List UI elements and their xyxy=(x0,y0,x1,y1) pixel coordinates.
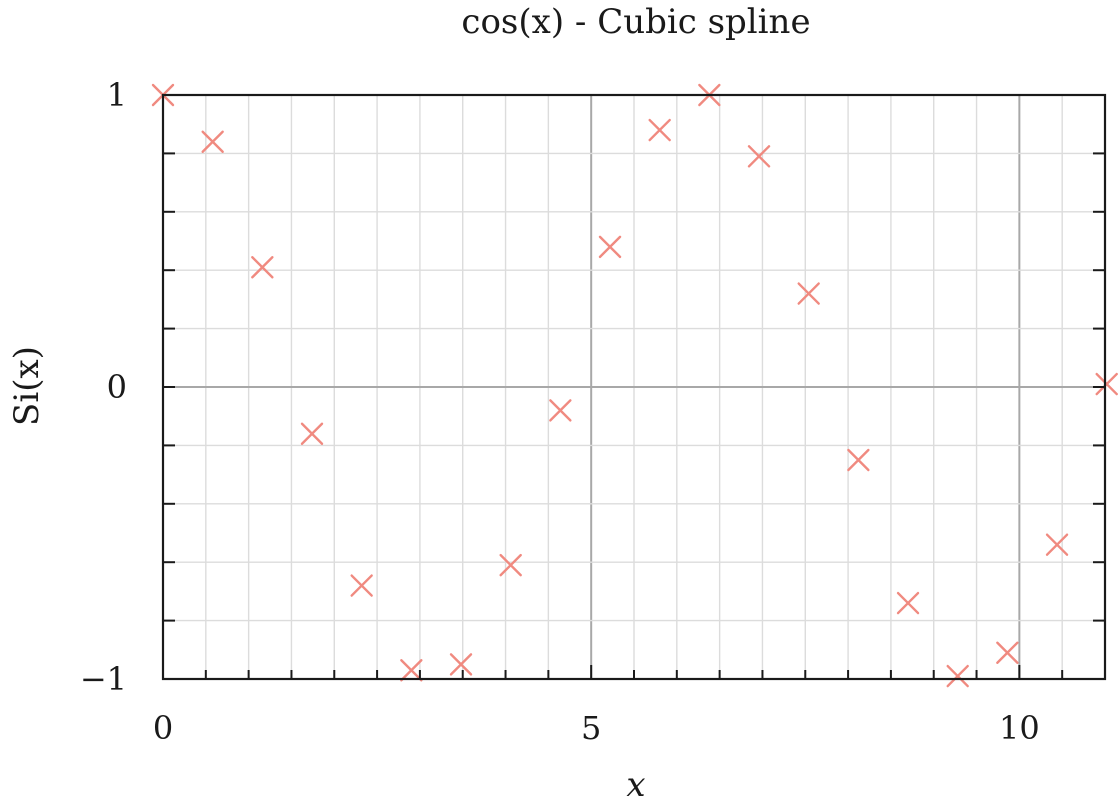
data-point xyxy=(449,653,473,676)
data-point xyxy=(648,118,671,142)
data-point xyxy=(251,256,274,279)
data-points xyxy=(151,83,1118,688)
data-point xyxy=(996,641,1019,664)
plot-frame xyxy=(161,93,1107,681)
grid xyxy=(162,94,1106,680)
data-point xyxy=(400,659,423,682)
y-tick-label: −1 xyxy=(80,660,127,698)
x-tick-label: 10 xyxy=(999,709,1040,747)
data-point xyxy=(499,553,522,577)
x-tick-label: 0 xyxy=(153,709,173,747)
x-axis-title: x xyxy=(626,765,645,803)
y-tick-label: 1 xyxy=(107,76,127,114)
data-point xyxy=(598,235,622,259)
tick-labels: 0 5 10 −1 0 1 xyxy=(80,76,1040,747)
data-point xyxy=(201,130,224,153)
x-tick-label: 5 xyxy=(581,709,601,747)
data-point xyxy=(1095,372,1118,396)
data-point xyxy=(1045,533,1069,556)
data-point xyxy=(747,145,771,168)
data-point xyxy=(896,591,920,615)
data-point xyxy=(946,664,969,688)
y-tick-label: 0 xyxy=(107,368,127,406)
data-point xyxy=(847,448,870,472)
data-point xyxy=(350,574,373,597)
axes xyxy=(161,93,1107,681)
data-point xyxy=(300,422,324,445)
data-point xyxy=(549,399,572,422)
y-axis-title: Si(x) xyxy=(7,346,47,426)
chart-title: cos(x) - Cubic spline xyxy=(461,2,810,42)
data-point xyxy=(797,282,820,305)
